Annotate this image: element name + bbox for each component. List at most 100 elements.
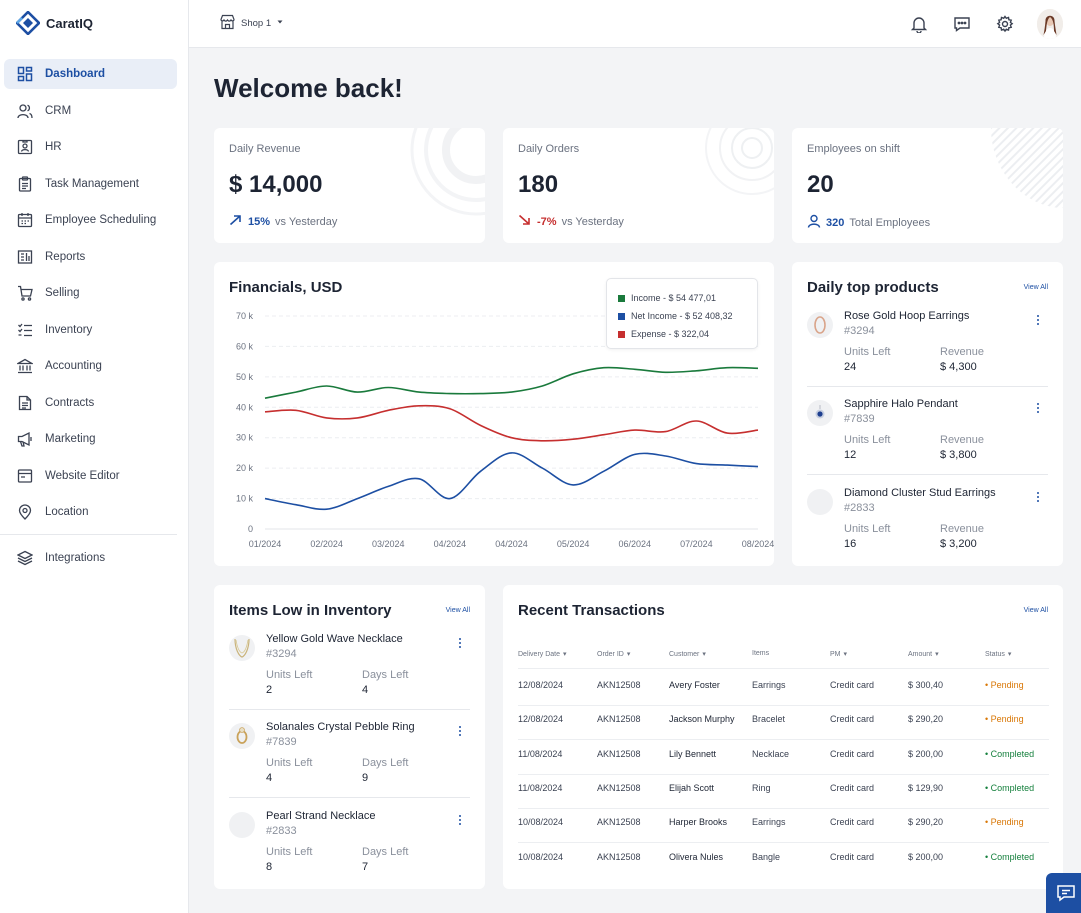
series-line-net-income[interactable] bbox=[264, 452, 759, 511]
cell-amount: $ 200,00 bbox=[908, 748, 944, 759]
cell-status: • Completed bbox=[985, 852, 1034, 862]
sidebar-item-crm[interactable]: CRM bbox=[4, 96, 177, 126]
sidebar-item-task-management[interactable]: Task Management bbox=[4, 169, 177, 199]
table-divider bbox=[518, 773, 1049, 775]
stat-title: Daily Orders bbox=[518, 143, 580, 155]
column-header-pm[interactable]: PM ▾ bbox=[830, 650, 848, 659]
product-id: #2833 bbox=[266, 825, 297, 837]
legend-item-income: Income - $ 54 477,01 bbox=[618, 289, 757, 307]
cell-payment-method: Credit card bbox=[830, 748, 875, 759]
column-header-status[interactable]: Status ▾ bbox=[985, 650, 1012, 659]
more-options-icon[interactable] bbox=[455, 637, 465, 649]
sidebar-item-inventory[interactable]: Inventory bbox=[4, 315, 177, 345]
sidebar-item-location[interactable]: Location bbox=[4, 497, 177, 527]
units-value: 4 bbox=[266, 772, 273, 784]
layers-icon bbox=[16, 549, 33, 566]
topbar: Shop 1 bbox=[189, 0, 1081, 48]
sidebar-item-accounting[interactable]: Accounting bbox=[4, 351, 177, 381]
sidebar-item-label: Integrations bbox=[45, 551, 106, 564]
chart-title: Financials, USD bbox=[229, 279, 343, 296]
column-header-delivery-date[interactable]: Delivery Date ▾ bbox=[518, 650, 567, 659]
series-line-expense[interactable] bbox=[264, 404, 759, 442]
cart-icon bbox=[16, 285, 33, 302]
view-all-link[interactable]: View All bbox=[445, 607, 470, 614]
user-icon bbox=[807, 214, 821, 231]
sort-caret-icon: ▾ bbox=[935, 651, 939, 658]
view-all-link[interactable]: View All bbox=[1023, 284, 1048, 291]
cell-items: Necklace bbox=[752, 748, 790, 759]
column-header-order-id[interactable]: Order ID ▾ bbox=[597, 650, 631, 659]
sidebar-item-marketing[interactable]: Marketing bbox=[4, 424, 177, 454]
document-icon bbox=[16, 394, 33, 411]
more-options-icon[interactable] bbox=[455, 814, 465, 826]
status-dot-icon: • bbox=[985, 680, 991, 690]
list-item[interactable]: Rose Gold Hoop Earrings #3294 Units Left… bbox=[807, 310, 1048, 398]
messages-icon[interactable] bbox=[951, 13, 973, 35]
card-title: Daily top products bbox=[807, 279, 939, 296]
sidebar-item-reports[interactable]: Reports bbox=[4, 242, 177, 272]
logo[interactable]: CaratIQ bbox=[15, 10, 93, 36]
more-options-icon[interactable] bbox=[1033, 314, 1043, 326]
chat-button[interactable] bbox=[1046, 873, 1081, 913]
list-item[interactable]: Pearl Strand Necklace #2833 Units Left 8… bbox=[229, 810, 470, 889]
megaphone-icon bbox=[16, 431, 33, 448]
shop-name: Shop 1 bbox=[241, 18, 272, 29]
list-item[interactable]: Solanales Crystal Pebble Ring #7839 Unit… bbox=[229, 721, 470, 809]
units-label: Units Left bbox=[844, 523, 891, 535]
more-options-icon[interactable] bbox=[1033, 491, 1043, 503]
store-icon bbox=[219, 14, 236, 33]
list-divider bbox=[807, 474, 1048, 475]
cell-amount: $ 300,40 bbox=[908, 680, 944, 690]
sidebar-item-label: HR bbox=[45, 141, 62, 153]
series-line-income[interactable] bbox=[264, 366, 759, 399]
list-divider bbox=[807, 386, 1048, 387]
days-value: 7 bbox=[362, 861, 369, 873]
avatar[interactable] bbox=[1037, 9, 1063, 39]
list-item[interactable]: Sapphire Halo Pendant #7839 Units Left 1… bbox=[807, 398, 1048, 486]
cell-status: • Completed bbox=[985, 749, 1034, 759]
column-header-customer[interactable]: Customer ▾ bbox=[669, 650, 706, 659]
sidebar-item-selling[interactable]: Selling bbox=[4, 278, 177, 308]
product-name: Yellow Gold Wave Necklace bbox=[266, 633, 403, 645]
gear-icon[interactable] bbox=[994, 13, 1016, 35]
sidebar-item-contracts[interactable]: Contracts bbox=[4, 388, 177, 418]
financials-card: Financials, USD 0 10 k 20 k 30 k 40 k 50 k 60 … bbox=[214, 262, 774, 566]
list-item[interactable]: Diamond Cluster Stud Earrings #2833 Unit… bbox=[807, 487, 1048, 566]
sidebar-item-integrations[interactable]: Integrations bbox=[4, 543, 177, 573]
cell-order-id: AKN12508 bbox=[597, 782, 641, 793]
sidebar-item-dashboard[interactable]: Dashboard bbox=[4, 59, 177, 89]
legend-label: Expense - $ 322,04 bbox=[631, 329, 710, 339]
cell-order-id: AKN12508 bbox=[597, 748, 641, 759]
map-pin-icon bbox=[16, 504, 33, 521]
more-options-icon[interactable] bbox=[455, 725, 465, 737]
more-options-icon[interactable] bbox=[1033, 402, 1043, 414]
revenue-value: $ 4,300 bbox=[940, 361, 977, 373]
shop-selector[interactable]: Shop 1 bbox=[219, 14, 284, 33]
column-header-amount[interactable]: Amount ▾ bbox=[908, 650, 939, 659]
cell-payment-method: Credit card bbox=[830, 714, 875, 725]
y-tick-label: 60 k bbox=[236, 341, 254, 351]
view-all-link[interactable]: View All bbox=[1023, 607, 1048, 614]
cell-items: Earrings bbox=[752, 680, 786, 690]
pearl-icon bbox=[229, 812, 255, 838]
status-dot-icon: • bbox=[985, 851, 991, 862]
status-dot-icon: • bbox=[985, 748, 991, 759]
sidebar-item-hr[interactable]: HR bbox=[4, 132, 177, 162]
days-label: Days Left bbox=[362, 757, 409, 769]
cell-payment-method: Credit card bbox=[830, 817, 875, 828]
cell-order-id: AKN12508 bbox=[597, 714, 641, 725]
financials-chart: 0 10 k 20 k 30 k 40 k 50 k 60 k 70 k 01/2024 02/2… bbox=[236, 311, 774, 549]
cell-status: • Pending bbox=[985, 680, 1024, 690]
bell-icon[interactable] bbox=[908, 13, 930, 35]
sidebar-item-employee-scheduling[interactable]: Employee Scheduling bbox=[4, 205, 177, 235]
cell-payment-method: Credit card bbox=[830, 680, 875, 690]
grid-icon bbox=[16, 66, 33, 83]
sidebar-item-label: CRM bbox=[45, 104, 72, 117]
stat-value: $ 14,000 bbox=[229, 171, 323, 198]
list-item[interactable]: Yellow Gold Wave Necklace #3294 Units Le… bbox=[229, 633, 470, 721]
sidebar-divider bbox=[0, 533, 177, 535]
cell-amount: $ 200,00 bbox=[908, 851, 944, 862]
cell-status: • Completed bbox=[985, 783, 1034, 793]
sidebar-item-website-editor[interactable]: Website Editor bbox=[4, 461, 177, 491]
sidebar-nav: Dashboard CRM HR Task Management Employe… bbox=[0, 59, 177, 579]
